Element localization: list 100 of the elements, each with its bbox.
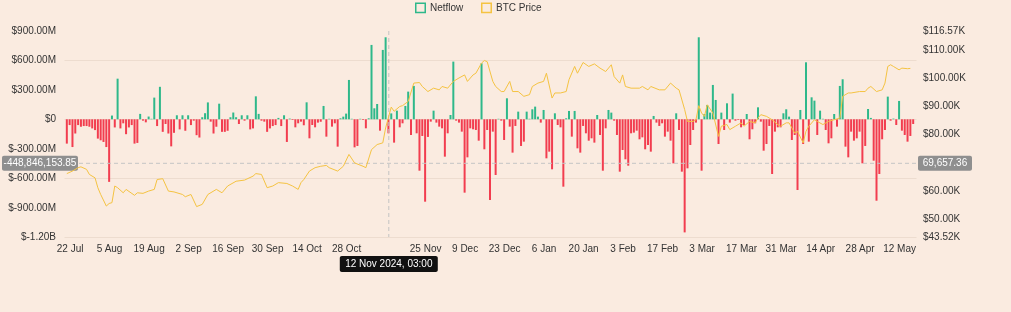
bar xyxy=(618,119,621,172)
bar xyxy=(201,117,204,120)
bar xyxy=(410,119,413,135)
bar xyxy=(91,119,94,129)
bar xyxy=(480,63,483,120)
y2-tick-label: $60.00K xyxy=(923,184,961,196)
bar xyxy=(886,96,889,120)
ref-line-label: 12 Nov 2024, 03:00 xyxy=(345,258,433,269)
bar xyxy=(875,119,878,201)
bar xyxy=(796,119,799,191)
bar xyxy=(601,119,604,171)
bar xyxy=(576,119,579,149)
bar xyxy=(156,119,159,127)
bar xyxy=(285,119,288,142)
bar xyxy=(88,119,91,127)
bar xyxy=(435,119,438,123)
bar xyxy=(119,119,122,129)
x-tick-label: 12 May xyxy=(883,242,916,254)
bar xyxy=(187,115,190,120)
x-tick-label: 25 Nov xyxy=(409,242,442,254)
bar xyxy=(443,119,446,157)
bar xyxy=(401,119,404,124)
y-tick-label: $900.00M xyxy=(11,25,56,36)
bar xyxy=(229,117,232,120)
bar xyxy=(570,119,573,137)
bar xyxy=(195,119,198,136)
bar xyxy=(762,119,765,151)
bar xyxy=(816,119,819,135)
bar xyxy=(900,119,903,131)
bar xyxy=(867,108,870,120)
bar xyxy=(590,119,593,139)
bar xyxy=(218,103,221,120)
bar xyxy=(782,113,785,120)
bar xyxy=(522,119,525,142)
x-tick-label: 2 Sep xyxy=(175,242,203,254)
bar xyxy=(847,119,850,158)
bar xyxy=(133,119,136,144)
bar xyxy=(376,103,379,120)
bar xyxy=(280,119,283,127)
bar xyxy=(240,115,243,120)
bar xyxy=(237,119,240,124)
y2-tick-label: $116.57K xyxy=(923,25,966,36)
bar xyxy=(393,119,396,143)
x-tick-label: 16 Sep xyxy=(212,242,245,254)
bar xyxy=(319,119,322,122)
bar xyxy=(683,119,686,233)
x-tick-label: 31 Mar xyxy=(765,242,798,254)
bar xyxy=(607,109,610,120)
bar xyxy=(520,119,523,146)
bar xyxy=(644,119,647,150)
bar xyxy=(675,113,678,120)
bar xyxy=(116,78,119,120)
bar xyxy=(731,93,734,120)
bar xyxy=(266,119,269,132)
y2-tick-label: $110.00K xyxy=(923,43,966,55)
x-tick-label: 22 Jul xyxy=(56,242,84,254)
bar xyxy=(249,119,252,130)
bar xyxy=(252,119,255,129)
ref-line-label: -448,846,153.85 xyxy=(3,157,77,169)
y2-tick-label: $43.52K xyxy=(923,231,961,242)
x-tick-label: 28 Oct xyxy=(331,242,362,254)
bar xyxy=(302,119,305,126)
bar xyxy=(819,110,822,120)
bar xyxy=(175,115,178,120)
y2-tick-label: $100.00K xyxy=(923,71,967,83)
bar xyxy=(353,119,356,148)
x-tick-label: 5 Aug xyxy=(96,242,123,254)
bar xyxy=(852,119,855,141)
bar xyxy=(494,119,497,175)
bar xyxy=(906,119,909,142)
bar xyxy=(181,115,184,120)
y-tick-label: $300.00M xyxy=(11,83,56,95)
bar xyxy=(395,110,398,120)
bar xyxy=(99,119,102,141)
bar xyxy=(153,97,156,120)
bar xyxy=(627,119,630,166)
y2-tick-label: $50.00K xyxy=(923,212,961,224)
bar xyxy=(96,119,99,139)
bar xyxy=(178,119,181,130)
bar xyxy=(220,119,223,132)
bar xyxy=(697,37,700,120)
bar xyxy=(672,119,675,164)
bar xyxy=(573,110,576,120)
bar xyxy=(898,100,901,120)
bar xyxy=(370,44,373,120)
x-tick-label: 6 Jan xyxy=(531,242,557,254)
bar xyxy=(325,119,328,137)
legend-label: BTC Price xyxy=(496,1,542,13)
bar xyxy=(136,119,139,143)
bar xyxy=(700,119,703,171)
bar xyxy=(517,111,520,120)
bar xyxy=(65,119,68,144)
bar xyxy=(562,119,565,187)
bar xyxy=(432,110,435,120)
bar xyxy=(663,119,666,137)
bar xyxy=(542,109,545,120)
bar xyxy=(638,119,641,140)
x-tick-label: 20 Jan xyxy=(568,242,599,254)
bar xyxy=(861,119,864,164)
x-tick-label: 14 Oct xyxy=(292,242,323,254)
